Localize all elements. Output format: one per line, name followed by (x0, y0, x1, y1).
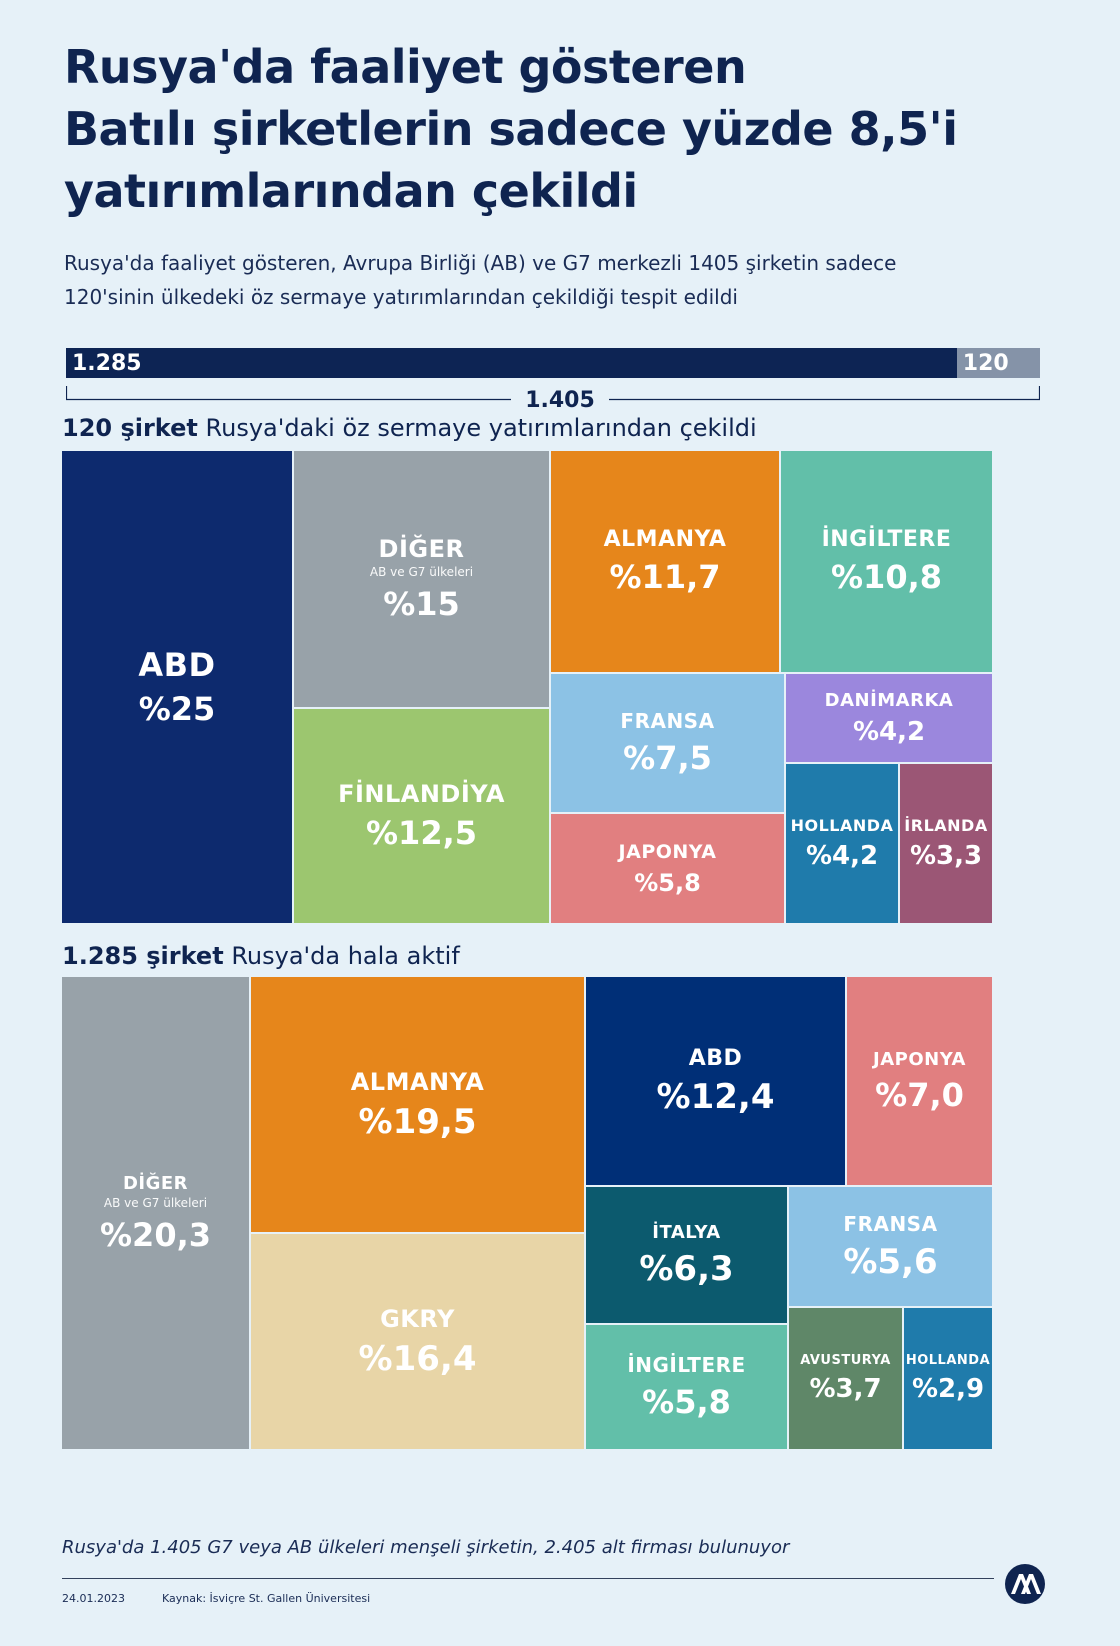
active-country-label: İNGİLTERE (627, 1353, 746, 1377)
withdrawn-tile: ABD %25 (62, 451, 292, 923)
active-companies-segment: 1.285 (66, 348, 957, 378)
withdrawn-country-label: FİNLANDİYA (338, 780, 505, 808)
active-percent-label: %5,8 (642, 1383, 731, 1421)
subtitle: Rusya'da faaliyet gösteren, Avrupa Birli… (64, 246, 896, 314)
withdrawn-country-label: İNGİLTERE (821, 527, 952, 552)
source-credit: Kaynak: İsviçre St. Gallen Üniversitesi (162, 1592, 371, 1605)
active-tile: İNGİLTERE %5,8 (586, 1325, 787, 1449)
withdrawn-percent-label: %3,3 (909, 841, 983, 871)
active-percent-label: %6,3 (639, 1248, 734, 1289)
subtitle-line-2: 120'sinin ülkedeki öz sermaye yatırımlar… (64, 285, 738, 309)
withdrawn-percent-label: %5,8 (634, 868, 701, 897)
withdrawn-companies-segment: 120 (956, 348, 1040, 378)
active-treemap: DİĞER AB ve G7 ülkeleri %20,3 ALMANYA %19,5 G… (62, 977, 992, 1449)
withdrawn-count: 120 şirket (62, 414, 198, 442)
active-country-label: İTALYA (652, 1221, 721, 1243)
active-country-label: JAPONYA (873, 1048, 966, 1070)
active-country-note: AB ve G7 ülkeleri (103, 1195, 208, 1210)
active-percent-label: %3,7 (809, 1374, 882, 1404)
withdrawn-description: Rusya'daki öz sermaye yatırımlarından çe… (197, 414, 757, 442)
withdrawn-tile: FİNLANDİYA %12,5 (294, 709, 549, 923)
withdrawn-percent-label: %7,5 (623, 739, 712, 777)
active-tile: JAPONYA %7,0 (847, 977, 992, 1185)
active-country-label: FRANSA (843, 1211, 938, 1236)
withdrawn-percent-label: %4,2 (805, 841, 879, 871)
publish-date: 24.01.2023 (62, 1592, 125, 1605)
withdrawn-tile: DANİMARKA %4,2 (786, 674, 992, 762)
title-line-1: Rusya'da faaliyet gösteren (64, 40, 747, 94)
withdrawn-percent-label: %25 (138, 690, 216, 728)
subtitle-line-1: Rusya'da faaliyet gösteren, Avrupa Birli… (64, 251, 897, 275)
withdrawn-tile: ALMANYA %11,7 (551, 451, 779, 672)
active-tile: İTALYA %6,3 (586, 1187, 787, 1323)
active-tile: AVUSTURYA %3,7 (789, 1308, 902, 1449)
withdrawn-treemap: ABD %25 DİĞER AB ve G7 ülkeleri %15 FİNLANDİY… (62, 451, 992, 923)
withdrawn-tile: İRLANDA %3,3 (900, 764, 992, 923)
withdrawn-country-label: ALMANYA (603, 527, 727, 552)
withdrawn-tile: DİĞER AB ve G7 ülkeleri %15 (294, 451, 549, 707)
withdrawn-country-label: FRANSA (620, 709, 715, 733)
withdrawn-percent-label: %10,8 (830, 558, 942, 596)
withdrawn-percent-label: %11,7 (609, 558, 721, 596)
active-tile: ALMANYA %19,5 (251, 977, 584, 1232)
withdrawn-country-label: HOLLANDA (790, 816, 894, 835)
active-percent-label: %19,5 (358, 1101, 477, 1142)
total-companies-bar: 1.285 120 (66, 348, 1040, 378)
title-line-3: yatırımlarından çekildi (64, 164, 638, 218)
footnote: Rusya'da 1.405 G7 veya AB ülkeleri menşe… (62, 1537, 790, 1558)
active-country-label: ALMANYA (350, 1067, 485, 1096)
withdrawn-percent-label: %15 (383, 585, 460, 623)
active-count: 1.285 şirket (62, 942, 224, 970)
withdrawn-percent-label: %4,2 (852, 716, 926, 747)
active-percent-label: %20,3 (99, 1215, 211, 1254)
footer-divider (62, 1578, 994, 1579)
withdrawn-section-label: 120 şirket Rusya'daki öz sermaye yatırım… (62, 414, 757, 442)
active-country-label: DİĞER (122, 1172, 189, 1194)
active-percent-label: %16,4 (358, 1338, 477, 1379)
withdrawn-country-label: ABD (138, 646, 216, 684)
active-tile: GKRY %16,4 (251, 1234, 584, 1449)
active-description: Rusya'da hala aktif (223, 942, 460, 970)
active-tile: HOLLANDA %2,9 (904, 1308, 992, 1449)
active-percent-label: %2,9 (911, 1374, 985, 1404)
withdrawn-country-label: İRLANDA (904, 816, 988, 835)
active-country-label: AVUSTURYA (800, 1353, 891, 1368)
aa-logo-icon (1005, 1564, 1045, 1604)
withdrawn-country-label: JAPONYA (618, 840, 717, 863)
active-percent-label: %5,6 (843, 1241, 938, 1282)
active-country-label: HOLLANDA (905, 1353, 991, 1368)
page-title: Rusya'da faaliyet gösteren Batılı şirket… (64, 36, 958, 222)
withdrawn-country-note: AB ve G7 ülkeleri (369, 565, 474, 579)
active-tile: DİĞER AB ve G7 ülkeleri %20,3 (62, 977, 249, 1449)
active-country-label: GKRY (380, 1304, 455, 1333)
active-percent-label: %7,0 (875, 1075, 964, 1114)
withdrawn-tile: İNGİLTERE %10,8 (781, 451, 992, 672)
active-tile: ABD %12,4 (586, 977, 845, 1185)
active-percent-label: %12,4 (656, 1076, 775, 1117)
withdrawn-tile: JAPONYA %5,8 (551, 814, 784, 923)
active-section-label: 1.285 şirket Rusya'da hala aktif (62, 942, 460, 970)
withdrawn-country-label: DANİMARKA (824, 689, 954, 711)
withdrawn-tile: FRANSA %7,5 (551, 674, 784, 812)
withdrawn-tile: HOLLANDA %4,2 (786, 764, 898, 923)
active-country-label: ABD (688, 1045, 743, 1071)
total-bracket (66, 386, 1040, 401)
active-tile: FRANSA %5,6 (789, 1187, 992, 1306)
title-line-2: Batılı şirketlerin sadece yüzde 8,5'i (64, 102, 958, 156)
withdrawn-percent-label: %12,5 (365, 814, 477, 852)
withdrawn-country-label: DİĞER (378, 535, 465, 563)
